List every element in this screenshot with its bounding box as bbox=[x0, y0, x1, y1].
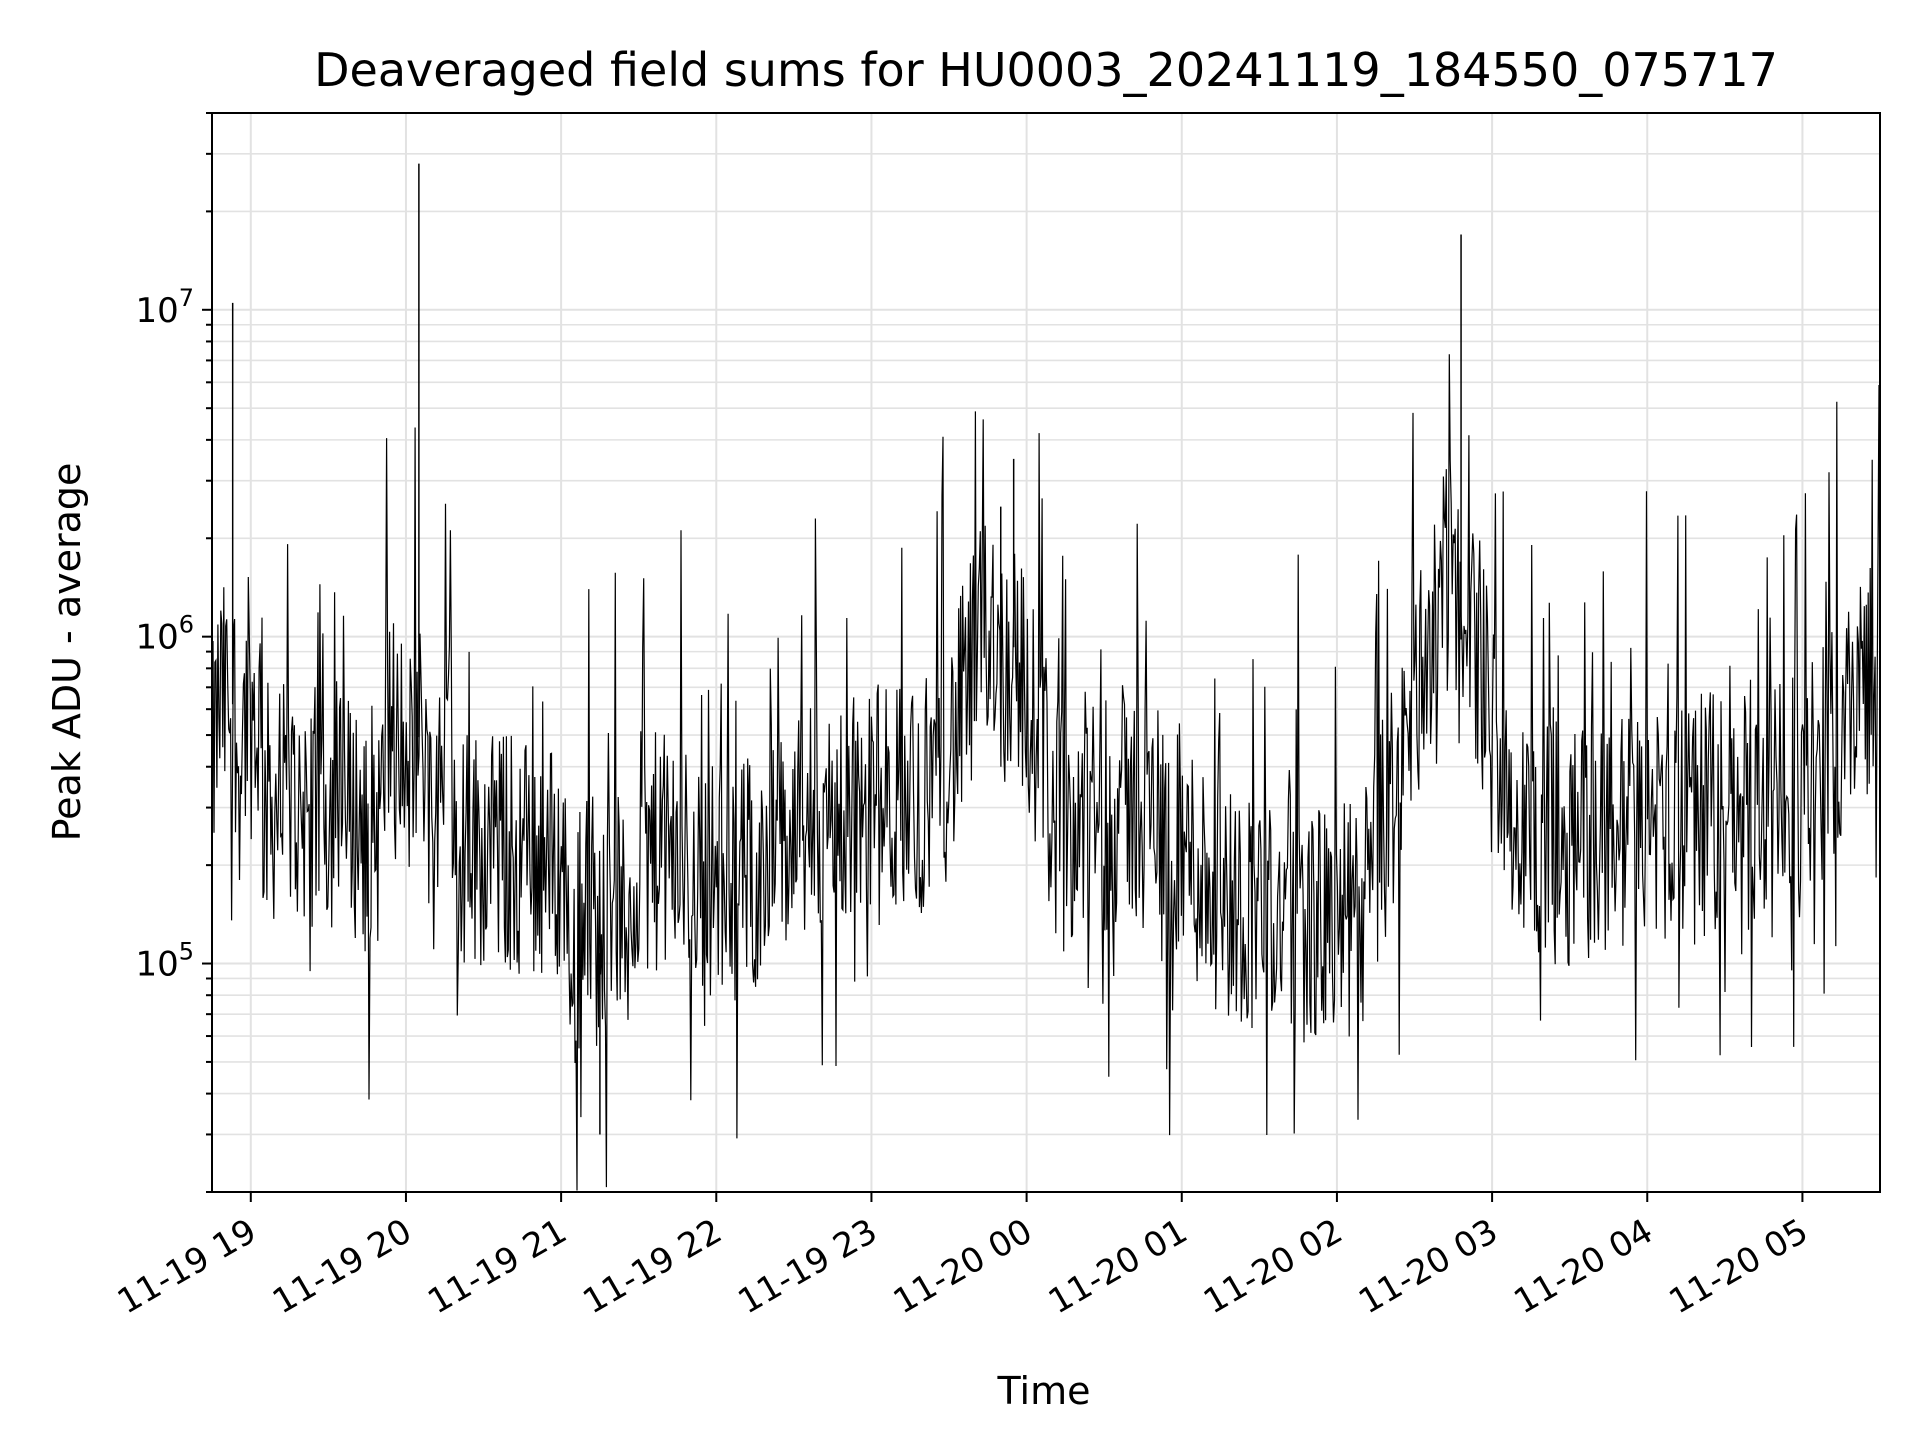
y-axis-label: Peak ADU - average bbox=[45, 463, 89, 842]
data-layer bbox=[211, 163, 1881, 1191]
x-axis-label: Time bbox=[997, 1369, 1091, 1413]
y-tick-label: 106 bbox=[135, 611, 194, 658]
y-tick-label: 107 bbox=[135, 284, 194, 331]
series-line bbox=[211, 354, 1881, 1191]
y-axis: 105 106 107 bbox=[135, 112, 212, 1193]
chart-title: Deaveraged field sums for HU0003_2024111… bbox=[314, 43, 1778, 97]
y-tick-label: 105 bbox=[135, 938, 194, 985]
